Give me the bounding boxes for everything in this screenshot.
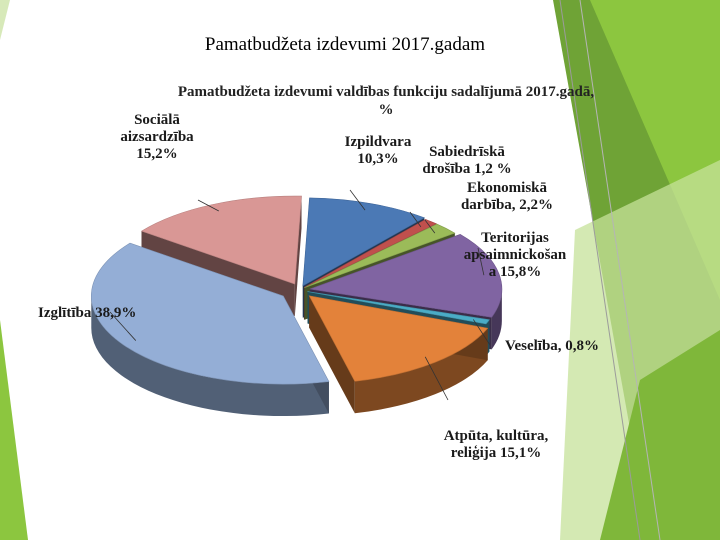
leader-line: [424, 356, 449, 401]
leader-line: [477, 247, 485, 276]
slice-label: Izpildvara: [345, 134, 412, 150]
leader-line: [424, 219, 436, 234]
pie-slices: [91, 195, 503, 417]
pie-slice: [308, 295, 489, 414]
pie-slice-face: [309, 295, 355, 414]
slide-title: Pamatbudžeta izdevumi 2017.gadam: [204, 34, 486, 55]
chart-title-line: %: [379, 102, 394, 118]
leader-line: [472, 319, 491, 346]
slice-label: Veselība, 0,8%: [505, 338, 599, 354]
green-band-shape: [0, 0, 10, 40]
chart-title: Pamatbudžeta izdevumi valdības funkciju …: [178, 84, 595, 118]
green-band-shape: [0, 320, 28, 540]
pie-slice-side: [354, 328, 488, 414]
decor-line: [559, 0, 641, 540]
slice-label: apsaimnickošan: [464, 247, 567, 263]
slice-label: Ekonomiskā: [467, 180, 548, 196]
slice-label: Izglītība 38,9%: [38, 305, 136, 321]
slice-label: reliģija 15,1%: [451, 445, 542, 461]
pie-slice-side: [91, 296, 329, 417]
slice-label: Atpūta, kultūra,: [444, 428, 549, 444]
leader-line: [197, 199, 219, 212]
slice-label: 15,2%: [136, 146, 177, 162]
slice-label: Teritorijas: [481, 230, 549, 246]
slice-label: Sociālā: [134, 112, 180, 128]
green-band-shape: [600, 330, 720, 540]
pie-slice-top: [309, 234, 503, 318]
pie-slice-top: [304, 223, 456, 289]
slice-label: 10,3%: [357, 151, 398, 167]
pie-slice-top: [303, 219, 438, 288]
leader-line: [409, 211, 422, 228]
pie-slice-top: [307, 291, 490, 325]
leader-line: [349, 189, 366, 211]
decor-line: [579, 0, 661, 540]
chart-title-line: Pamatbudžeta izdevumi valdības funkciju …: [178, 84, 595, 100]
slice-label: aizsardzība: [120, 129, 194, 145]
slice-label: drošība 1,2 %: [422, 161, 511, 177]
pie-slice-top: [91, 242, 330, 385]
pie-slice-face: [294, 196, 302, 317]
pie-slice: [91, 242, 330, 417]
slice-label: a 15,8%: [489, 264, 542, 280]
pie-slice-top: [308, 295, 489, 382]
slice-label: darbība, 2,2%: [461, 197, 553, 213]
pie-slice-top: [140, 195, 302, 285]
pie-slice-top: [302, 197, 426, 287]
leader-line: [109, 311, 137, 341]
slice-label: Sabiedrīskā: [429, 144, 505, 160]
